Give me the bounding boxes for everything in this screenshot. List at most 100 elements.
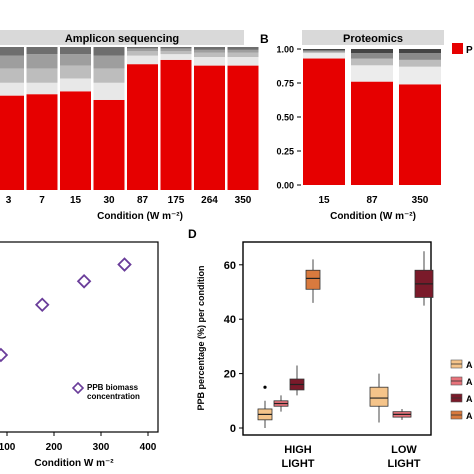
panel-d-box-0-outlier-0 [263,385,267,389]
panel-b-bar-87-segment-1 [351,65,393,82]
panel-a-x-tick-15: 15 [70,195,82,206]
panel-b-x-tick-15: 15 [318,195,330,206]
panel-a-x-tick-3: 3 [6,195,12,206]
panel-c-frame [0,241,159,433]
panel-a-bar-15-segment-4 [60,47,91,55]
panel-a-bar-264-segment-4 [194,47,225,50]
panel-b-title: Proteomics [343,33,403,45]
panel-b-legend-swatch [452,43,463,54]
panel-a-bars [0,47,259,191]
panel-c-x-ticks: 100 200 300 400 [0,432,157,453]
panel-c-legend-label-line2: concentration [87,392,140,401]
panel-b-x-tick-labels: 15 87 350 [318,195,428,206]
panel-b-bar-15-segment-4 [303,49,345,51]
panel-a-bar-264-segment-3 [194,49,225,53]
panel-b-bar-87-segment-4 [351,49,393,54]
panel-a-bar-7-segment-3 [26,54,58,69]
panel-c-x-axis-label: Condition W m⁻² [34,458,114,469]
panel-a-bar-175-segment-3 [160,48,192,52]
panel-a-bar-3-segment-1 [0,82,24,96]
panel-d: D PPB percentage (%) per condition 0 20 40… [188,227,473,470]
panel-d-y-axis-label: PPB percentage (%) per condition [196,265,206,410]
panel-d-boxes [257,251,434,428]
panel-b-bar-350-segment-3 [399,53,441,60]
panel-a-bar-3-segment-0 [0,95,24,190]
panel-b-bar-15-segment-0 [303,58,345,185]
panel-a-bar-30-segment-4 [93,47,125,56]
panel-b-x-tick-87: 87 [366,195,378,206]
panel-b-legend-label: P [466,45,473,56]
panel-d-legend-label-1: A [466,377,473,387]
panel-a-x-tick-7: 7 [39,195,45,206]
panel-a-bar-87-segment-3 [127,48,158,52]
panel-a-title: Amplicon sequencing [65,33,179,45]
panel-a-x-tick-175: 175 [168,195,185,206]
panel-a-bar-350-segment-1 [227,57,259,66]
panel-a-x-tick-87: 87 [137,195,149,206]
panel-b-y-tick-3: 0.75 [276,79,294,89]
panel-a-title-strip [0,30,244,45]
panel-b-bar-350-segment-1 [399,66,441,85]
panel-a-bar-175-segment-1 [160,54,192,60]
panel-a-bar-7-segment-1 [26,82,58,95]
panel-c-point-1 [34,297,50,313]
panel-a-bar-7-segment-4 [26,47,58,55]
panel-a-x-tick-264: 264 [201,195,218,206]
panel-d-y-tick-60: 60 [224,260,236,272]
panel-a-bar-87-segment-0 [127,64,158,190]
panel-a-bar-30-segment-1 [93,82,125,100]
panel-a-bar-175-segment-4 [160,47,192,49]
panel-a-bar-175-segment-2 [160,51,192,55]
panel-a-x-tick-labels: 3 7 15 30 87 175 264 350 [6,195,252,206]
panel-d-legend-label-3: A [466,411,473,421]
panel-b-bar-87-segment-3 [351,53,393,59]
panel-a-bar-3-segment-4 [0,47,24,56]
panel-b-bar-350-segment-4 [399,49,441,54]
panel-d-letter: D [188,227,197,241]
panel-b-bar-350-segment-0 [399,84,441,185]
panel-b-x-tick-350: 350 [412,195,429,206]
panel-a-x-tick-350: 350 [235,195,252,206]
panel-d-y-tick-40: 40 [224,314,236,326]
panel-a-bar-7-segment-2 [26,68,58,83]
panel-b-bar-87-segment-0 [351,81,393,185]
panel-d-group-label-1-0: LOW [391,444,417,456]
panel-a-bar-350-segment-2 [227,52,259,58]
panel-a-bar-264-segment-1 [194,57,225,66]
panel-d-frame [242,241,432,436]
panel-a-bar-30-segment-3 [93,55,125,69]
panel-a-bar-87-segment-1 [127,55,158,65]
panel-a-bar-350-segment-4 [227,47,259,50]
panel-d-legend-label-0: A [466,360,473,370]
panel-c-x-tick-300: 300 [93,442,110,453]
panel-d-box-4 [369,386,389,407]
panel-b-x-axis-label: Condition (W m⁻²) [330,211,416,222]
panel-a-bar-87-segment-4 [127,47,158,49]
panel-c-points [0,257,132,363]
panel-d-y-ticks: 0 20 40 60 [224,260,243,435]
panel-d-group-labels: HIGH LIGHT LOW LIGHT [282,444,421,470]
panel-b-y-ticks: 0.00 0.25 0.50 0.75 1.00 [276,45,301,191]
panel-a-x-tick-30: 30 [103,195,115,206]
panel-b-y-tick-0: 0.00 [276,181,294,191]
panel-b-bars [303,49,441,185]
panel-c-x-tick-100: 100 [0,442,16,453]
panel-d-group-label-0-1: LIGHT [282,458,315,470]
panel-a-bar-7-segment-0 [26,94,58,190]
panel-d-group-label-1-1: LIGHT [388,458,421,470]
panel-b-title-strip [302,30,444,45]
panel-a: Amplicon sequencing 3 7 15 30 87 175 264 350 Co… [0,30,259,222]
panel-c-point-0 [0,347,9,363]
panel-a-bar-175-segment-0 [160,59,192,191]
panel-a-bar-15-segment-1 [60,78,91,92]
panel-c-x-tick-400: 400 [140,442,157,453]
panel-b-y-tick-1: 0.25 [276,147,294,157]
panel-a-bar-350-segment-0 [227,65,259,190]
panel-b: B Proteomics 0.00 0.25 0.50 0.75 1.00 15 87 35… [260,30,473,222]
panel-d-y-tick-0: 0 [230,423,236,435]
panel-b-bar-350-segment-2 [399,59,441,67]
panel-b-y-tick-4: 1.00 [276,45,294,55]
panel-a-bar-15-segment-2 [60,65,91,79]
